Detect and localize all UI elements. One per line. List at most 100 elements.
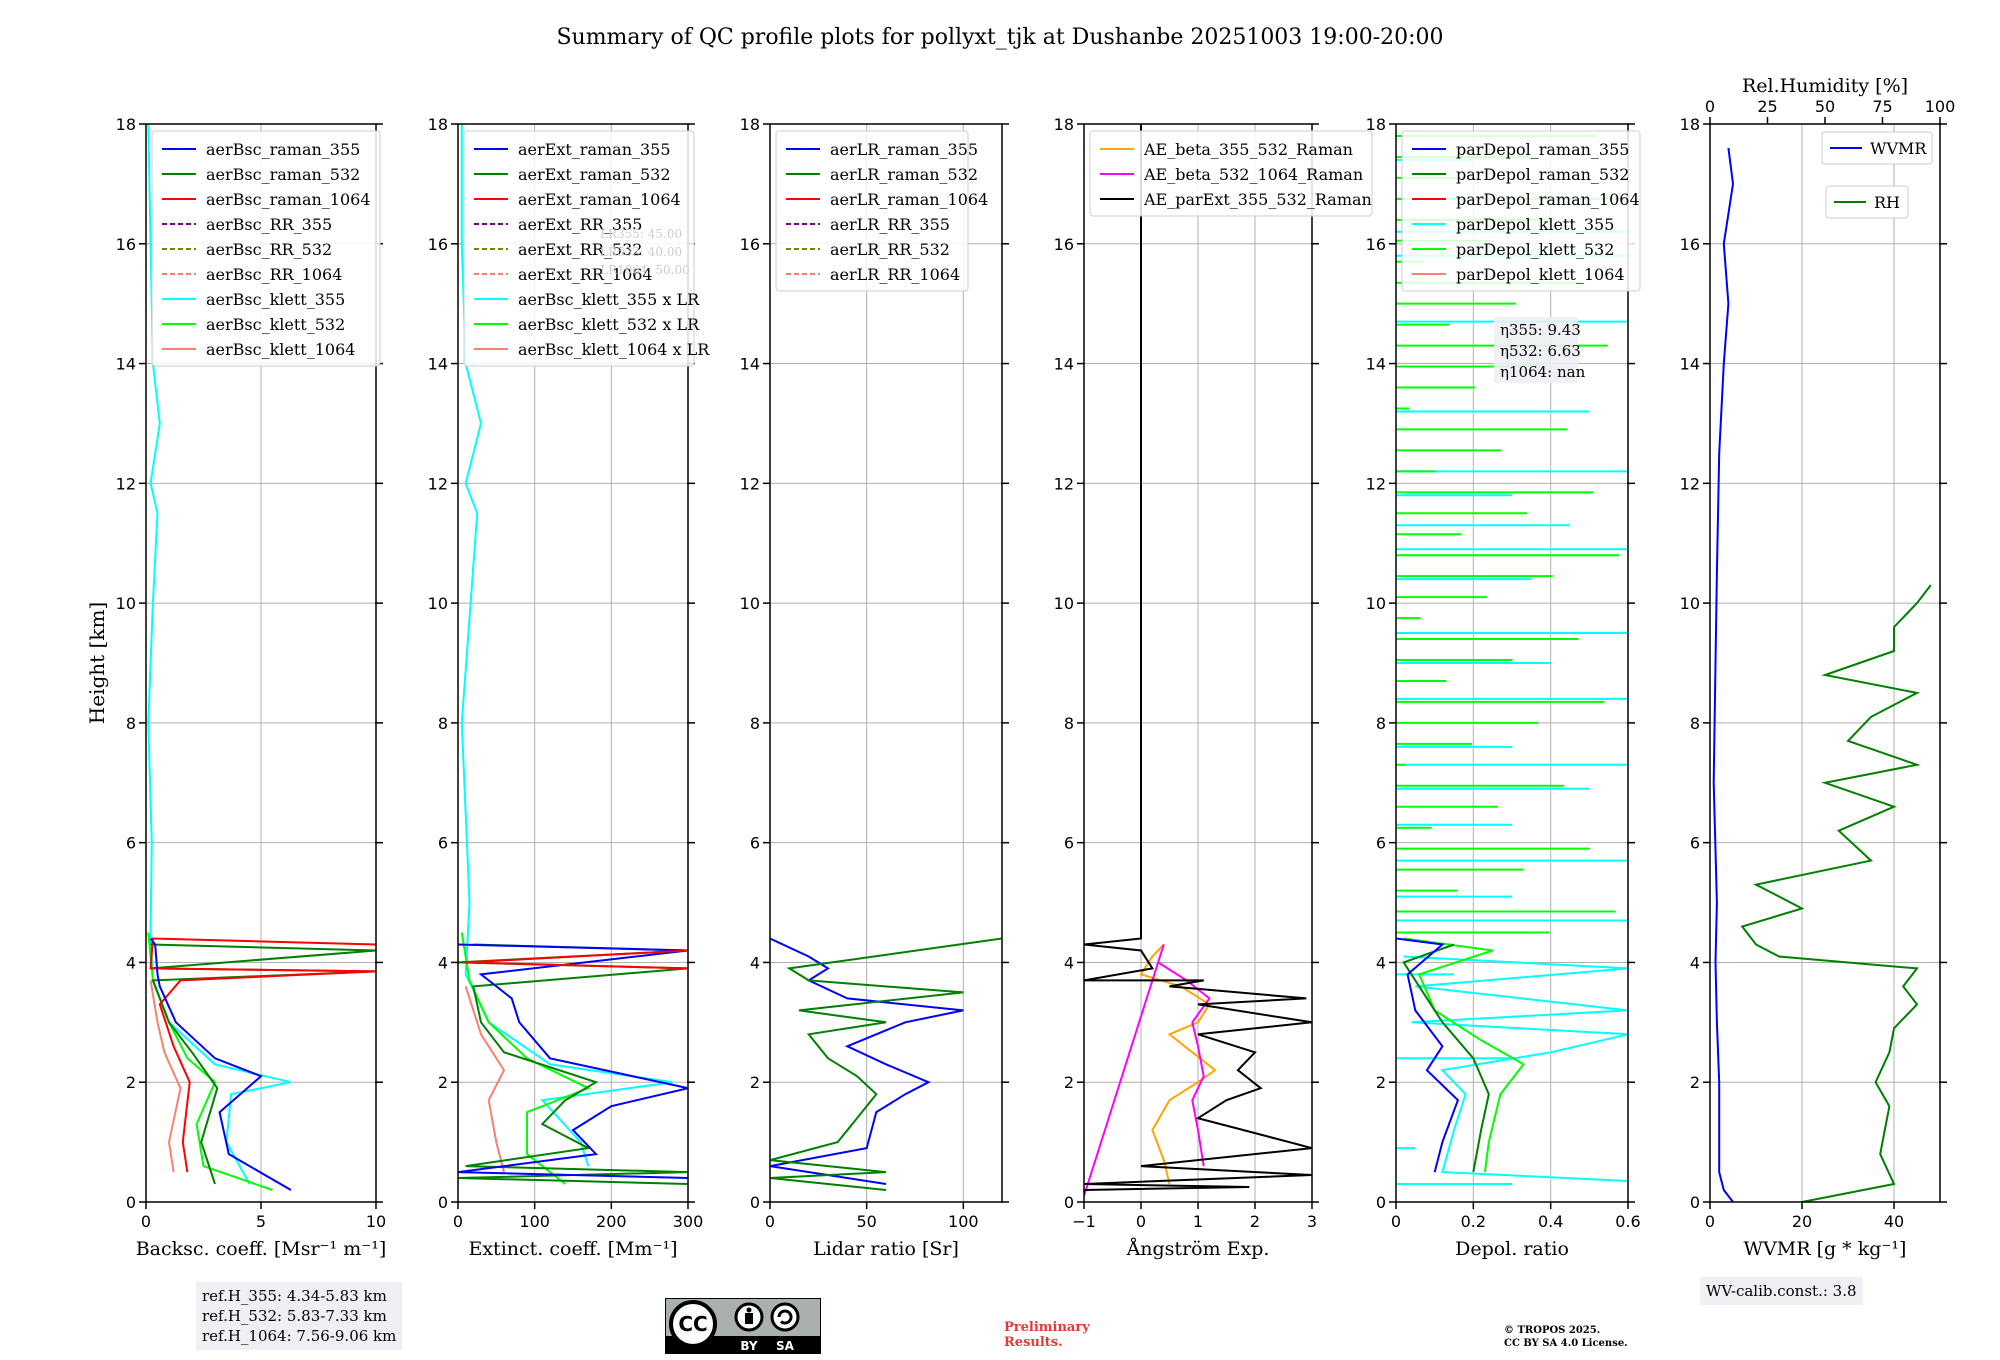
x-axis-label: WVMR [g * kg⁻¹] xyxy=(1744,1238,1907,1260)
plot-frame xyxy=(1709,123,1941,1203)
legend-label: aerBsc_RR_355 xyxy=(206,215,332,234)
eta-box: η355: 9.43 η532: 6.63 η1064: nan xyxy=(1494,317,1586,383)
y-tick-label: 4 xyxy=(438,953,448,972)
legend-label: parDepol_raman_532 xyxy=(1456,165,1629,184)
y-tick-label: 6 xyxy=(126,834,136,853)
y-tick-label: 16 xyxy=(428,235,448,254)
eta-note: η355: 9.43 xyxy=(1500,321,1581,339)
y-tick-label: 8 xyxy=(1064,714,1074,733)
y-tick-label: 4 xyxy=(750,953,760,972)
legend-label: parDepol_raman_355 xyxy=(1456,140,1629,159)
series-line-aerLR_raman_355 xyxy=(770,937,964,1185)
y-tick-label: 14 xyxy=(116,355,136,374)
x2-tick-label: 75 xyxy=(1872,97,1892,116)
x-tick-label: 100 xyxy=(948,1212,979,1231)
wv-calib-box: WV-calib.const.: 3.8 xyxy=(1700,1277,1863,1305)
legend-label: AE_beta_355_532_Raman xyxy=(1143,140,1353,159)
y-tick-label: 12 xyxy=(1366,474,1386,493)
y-tick-label: 14 xyxy=(740,355,760,374)
y-tick-label: 18 xyxy=(740,115,760,134)
legend-box xyxy=(151,130,381,367)
y-tick-label: 14 xyxy=(1054,355,1074,374)
ref-height-355: ref.H_355: 4.34-5.83 km xyxy=(202,1287,387,1305)
series-group xyxy=(458,124,688,1185)
lr-note: LR1064: 50.00 xyxy=(600,263,690,277)
sa-label: SA xyxy=(776,1339,795,1353)
legend-label: aerBsc_raman_1064 xyxy=(206,190,371,209)
y-tick-label: 2 xyxy=(126,1073,136,1092)
legend-label: aerBsc_klett_355 x LR xyxy=(518,290,700,309)
cc-license-badge: CC BY SA xyxy=(665,1298,821,1354)
y-tick-label: 10 xyxy=(1054,594,1074,613)
lr-note: LR355: 45.00 xyxy=(600,227,682,241)
ref-height-1064: ref.H_1064: 7.56-9.06 km xyxy=(202,1327,397,1345)
series-line-aerExt_raman_1064 xyxy=(465,949,688,970)
x-axis-label: Lidar ratio [Sr] xyxy=(813,1238,959,1260)
y-tick-label: 12 xyxy=(1054,474,1074,493)
y-tick-label: 6 xyxy=(1690,834,1700,853)
legend-label: aerBsc_RR_532 xyxy=(206,240,332,259)
copyright-line-1: © TROPOS 2025. xyxy=(1504,1325,1601,1336)
legend-box xyxy=(1401,130,1641,292)
y-tick-label: 4 xyxy=(1690,953,1700,972)
y-tick-label: 14 xyxy=(428,355,448,374)
preliminary-notice: Preliminary Results. xyxy=(1004,1320,1090,1350)
y-tick-label: 0 xyxy=(438,1193,448,1212)
x-tick-label: 2 xyxy=(1250,1212,1260,1231)
legend-label: aerExt_RR_355 xyxy=(518,215,642,234)
y-tick-label: 8 xyxy=(438,714,448,733)
y-tick-label: 2 xyxy=(438,1073,448,1092)
legend-label: aerExt_raman_1064 xyxy=(518,190,681,209)
eta-note: η532: 6.63 xyxy=(1500,342,1581,360)
legend-label: aerLR_raman_355 xyxy=(830,140,978,159)
preliminary-line-1: Preliminary xyxy=(1004,1320,1090,1335)
legend-label: aerLR_raman_532 xyxy=(830,165,978,184)
x-tick-label: 100 xyxy=(519,1212,550,1231)
legend-label: parDepol_klett_532 xyxy=(1456,240,1614,259)
legend-label: WVMR xyxy=(1870,139,1927,158)
y-tick-label: 8 xyxy=(1690,714,1700,733)
series-line-aerBsc_klett_355 x LR xyxy=(460,124,673,1167)
x-tick-label: 5 xyxy=(256,1212,266,1231)
legend: aerBsc_raman_355 aerBsc_raman_532 aerBsc_r… xyxy=(151,130,381,367)
series-line-parDepol_raman_532 xyxy=(1402,943,1490,1173)
x2-axis-label: Rel.Humidity [%] xyxy=(1742,75,1908,97)
legend: parDepol_raman_355 parDepol_raman_532 parD… xyxy=(1401,130,1641,292)
panel-1: 0 5 10 0 2 4 6 8 10 12 14 16 18 Backsc. coeff. [Msr⁻¹… xyxy=(85,115,386,1260)
y-tick-label: 10 xyxy=(740,594,760,613)
y-tick-label: 14 xyxy=(1680,355,1700,374)
x-tick-label: 3 xyxy=(1307,1212,1317,1231)
legend-label: aerLR_RR_1064 xyxy=(830,265,960,284)
legend-box xyxy=(775,130,969,292)
x-tick-label: 10 xyxy=(366,1212,386,1231)
x2-tick-label: 50 xyxy=(1815,97,1835,116)
y-tick-label: 16 xyxy=(740,235,760,254)
legend-label: aerBsc_klett_532 xyxy=(206,315,345,334)
y-tick-label: 12 xyxy=(740,474,760,493)
y-tick-label: 6 xyxy=(1064,834,1074,853)
copyright-notice: © TROPOS 2025. CC BY SA 4.0 License. xyxy=(1504,1324,1628,1350)
legend-box xyxy=(463,130,695,367)
legend: WVMR RH xyxy=(1821,131,1933,219)
legend-box xyxy=(1821,131,1933,165)
series-group xyxy=(1396,134,1628,1186)
series-line-RH xyxy=(1740,584,1932,1202)
y-tick-label: 16 xyxy=(1366,235,1386,254)
y-axis-label: Height [km] xyxy=(85,602,109,724)
series-line-WVMR xyxy=(1712,147,1735,1202)
y-tick-label: 10 xyxy=(1680,594,1700,613)
y-tick-label: 12 xyxy=(116,474,136,493)
legend-label: aerBsc_klett_1064 xyxy=(206,340,355,359)
y-tick-label: 18 xyxy=(428,115,448,134)
wv-calib-text: WV-calib.const.: 3.8 xyxy=(1706,1282,1857,1300)
legend-label: aerExt_raman_355 xyxy=(518,140,671,159)
sa-share-icon xyxy=(770,1302,800,1332)
y-tick-label: 8 xyxy=(126,714,136,733)
panel-5: 0 0.2 0.4 0.6 0 2 4 6 8 10 12 14 16 18 Depol. ratio par… xyxy=(1366,115,1641,1260)
x2-tick-label: 100 xyxy=(1925,97,1956,116)
legend-box xyxy=(1825,185,1909,219)
x-tick-label: 50 xyxy=(856,1212,876,1231)
plot-frame xyxy=(457,123,689,1203)
